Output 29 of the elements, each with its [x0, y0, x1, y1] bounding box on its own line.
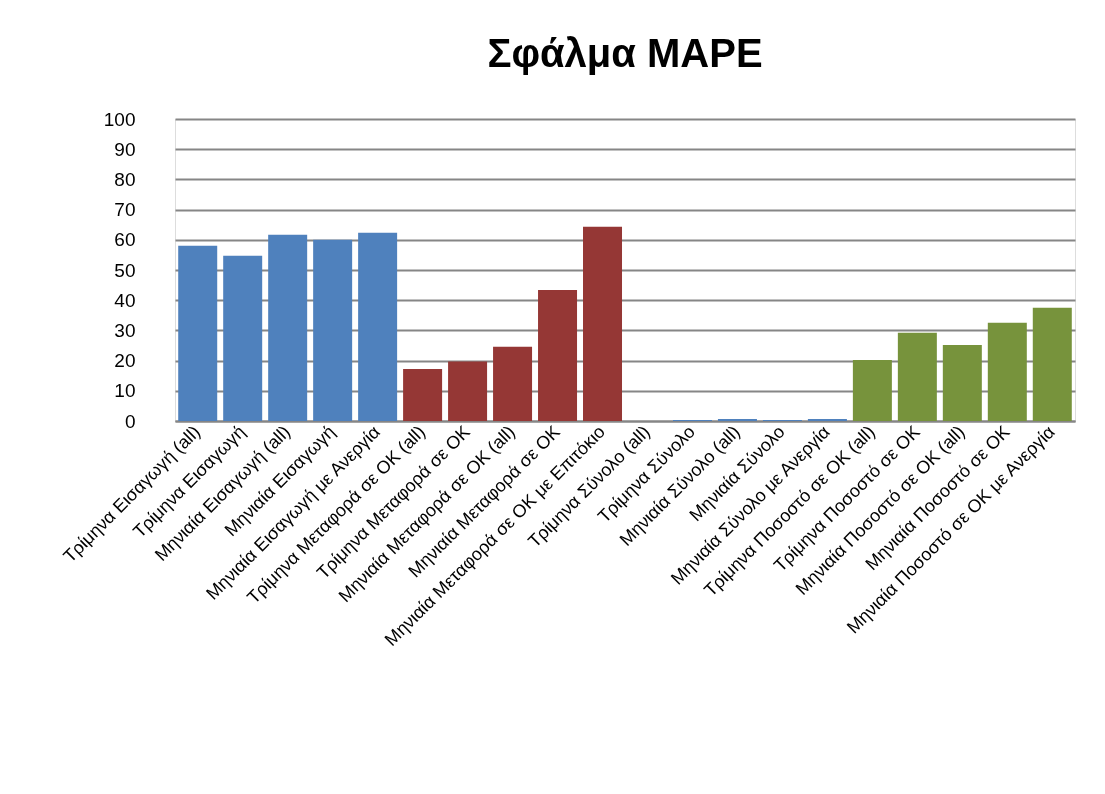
- y-tick-label: 80: [114, 168, 136, 190]
- bar: [807, 418, 847, 421]
- y-tick-label: 20: [114, 350, 136, 372]
- bar: [403, 369, 443, 421]
- bar: [717, 418, 757, 421]
- bar: [1032, 307, 1072, 421]
- bar: [897, 332, 937, 421]
- bar: [178, 245, 218, 421]
- chart-title: Σφάλμα MAPE: [487, 31, 763, 75]
- bar: [313, 239, 353, 421]
- y-tick-label: 10: [114, 380, 136, 402]
- bar: [448, 361, 488, 421]
- y-tick-label: 50: [114, 259, 136, 281]
- bar: [223, 255, 263, 421]
- bar: [358, 232, 398, 421]
- bar: [493, 346, 533, 421]
- bar: [942, 344, 982, 421]
- bar: [987, 322, 1027, 421]
- y-tick-label: 0: [124, 410, 136, 432]
- bar: [538, 289, 578, 421]
- y-tick-label: 100: [103, 108, 136, 130]
- y-tick-label: 60: [114, 229, 136, 251]
- y-tick-label: 70: [114, 199, 136, 221]
- y-tick-label: 30: [114, 319, 136, 341]
- y-tick-label: 90: [114, 138, 136, 160]
- y-tick-label: 40: [114, 289, 136, 311]
- bar: [268, 234, 308, 421]
- bar: [583, 226, 623, 421]
- bar: [852, 360, 892, 421]
